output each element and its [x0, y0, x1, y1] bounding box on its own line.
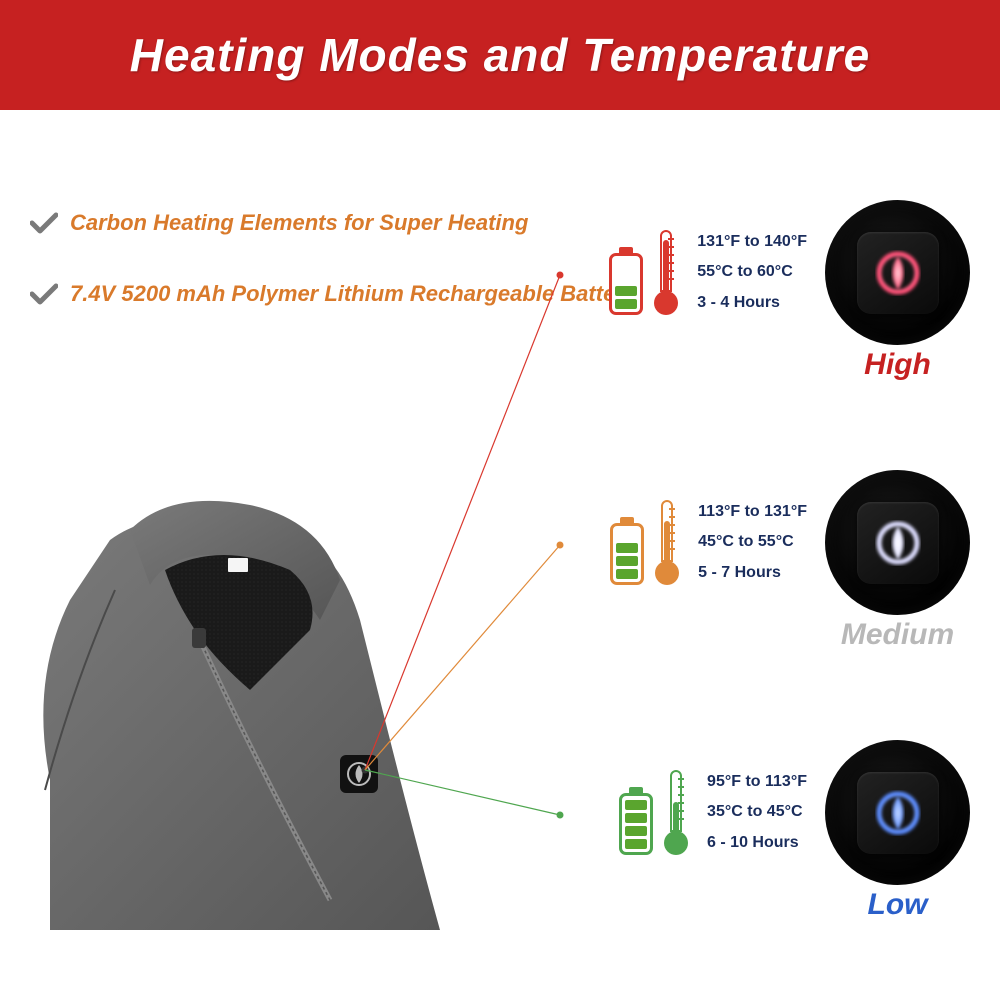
- battery-icon: [610, 523, 644, 585]
- mode-button-high[interactable]: [825, 200, 970, 345]
- feature-item: 7.4V 5200 mAh Polymer Lithium Rechargeab…: [30, 281, 636, 307]
- thermometer-icon: [663, 770, 689, 855]
- temperature-readout: 95°F to 113°F35°C to 45°C6 - 10 Hours: [707, 767, 807, 858]
- header-banner: Heating Modes and Temperature: [0, 0, 1000, 110]
- temp-line-temp_f: 113°F to 131°F: [698, 497, 807, 527]
- battery-icon: [609, 253, 643, 315]
- swirl-icon: [873, 518, 923, 568]
- temperature-readout: 131°F to 140°F55°C to 60°C3 - 4 Hours: [697, 227, 807, 318]
- temp-line-temp_c: 45°C to 55°C: [698, 527, 807, 557]
- battery-thermo-group: [609, 230, 679, 315]
- temp-line-temp_c: 35°C to 45°C: [707, 797, 807, 827]
- temp-line-hours: 3 - 4 Hours: [697, 288, 807, 318]
- temperature-readout: 113°F to 131°F45°C to 55°C5 - 7 Hours: [698, 497, 807, 588]
- button-face: [857, 502, 939, 584]
- temp-line-temp_f: 131°F to 140°F: [697, 227, 807, 257]
- temp-line-hours: 6 - 10 Hours: [707, 828, 807, 858]
- check-icon: [30, 283, 58, 305]
- battery-thermo-group: [619, 770, 689, 855]
- mode-button-low[interactable]: [825, 740, 970, 885]
- page-title: Heating Modes and Temperature: [130, 28, 870, 82]
- feature-list: Carbon Heating Elements for Super Heatin…: [30, 210, 636, 352]
- feature-text: Carbon Heating Elements for Super Heatin…: [70, 210, 528, 236]
- button-face: [857, 772, 939, 854]
- temp-line-temp_f: 95°F to 113°F: [707, 767, 807, 797]
- swirl-icon: [873, 248, 923, 298]
- feature-text: 7.4V 5200 mAh Polymer Lithium Rechargeab…: [70, 281, 636, 307]
- thermometer-icon: [653, 230, 679, 315]
- mode-button-medium[interactable]: [825, 470, 970, 615]
- temp-line-hours: 5 - 7 Hours: [698, 558, 807, 588]
- mode-medium: 113°F to 131°F45°C to 55°C5 - 7 Hours Me…: [610, 470, 970, 615]
- check-icon: [30, 212, 58, 234]
- button-face: [857, 232, 939, 314]
- swirl-icon: [873, 788, 923, 838]
- feature-item: Carbon Heating Elements for Super Heatin…: [30, 210, 636, 236]
- thermometer-icon: [654, 500, 680, 585]
- battery-thermo-group: [610, 500, 680, 585]
- battery-icon: [619, 793, 653, 855]
- mode-label-low: Low: [825, 888, 970, 922]
- mode-low: 95°F to 113°F35°C to 45°C6 - 10 Hours Lo…: [619, 740, 970, 885]
- temp-line-temp_c: 55°C to 60°C: [697, 257, 807, 287]
- mode-label-medium: Medium: [825, 618, 970, 652]
- mode-high: 131°F to 140°F55°C to 60°C3 - 4 Hours Hi…: [609, 200, 970, 345]
- mode-label-high: High: [825, 348, 970, 382]
- jacket-illustration: [20, 500, 450, 930]
